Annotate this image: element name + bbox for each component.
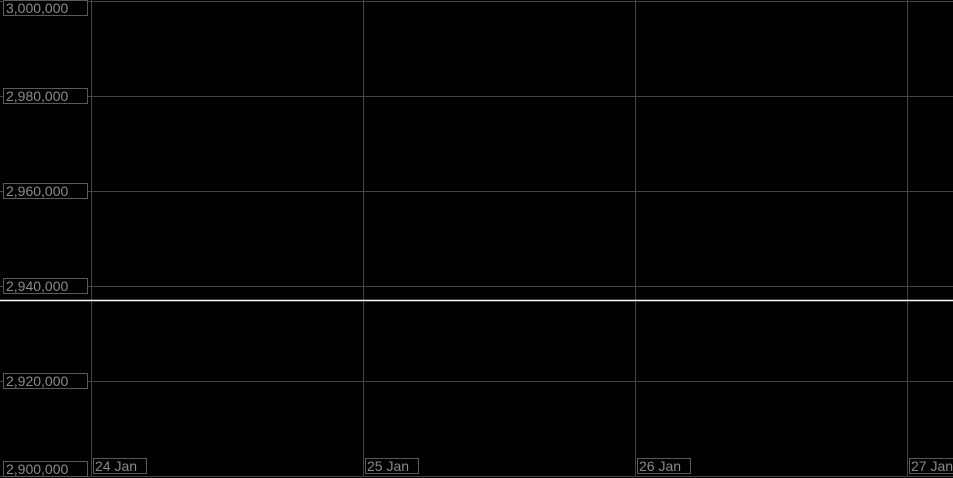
- y-tick-label-box: [3, 373, 88, 389]
- y-tick-label-box: [3, 278, 88, 294]
- x-tick-label: 25 Jan: [367, 458, 409, 474]
- y-tick-label-box: [3, 88, 88, 104]
- x-tick-label-box: [365, 458, 419, 474]
- y-tick-label: 3,000,000: [6, 0, 68, 16]
- x-tick-label-box: [637, 458, 691, 474]
- y-tick-label: 2,900,000: [6, 461, 68, 477]
- x-tick-label: 24 Jan: [95, 458, 137, 474]
- y-tick-label: 2,920,000: [6, 373, 68, 389]
- y-tick-label: 2,940,000: [6, 278, 68, 294]
- x-tick-label-box: [909, 458, 953, 474]
- y-tick-label-box: [3, 0, 88, 16]
- x-tick-label-box: [93, 458, 147, 474]
- y-tick-label: 2,960,000: [6, 183, 68, 199]
- x-tick-label: 27 Jan: [911, 458, 953, 474]
- y-tick-label-box: [3, 183, 88, 199]
- y-tick-label-box: [3, 461, 88, 477]
- x-tick-label: 26 Jan: [639, 458, 681, 474]
- y-tick-label: 2,980,000: [6, 88, 68, 104]
